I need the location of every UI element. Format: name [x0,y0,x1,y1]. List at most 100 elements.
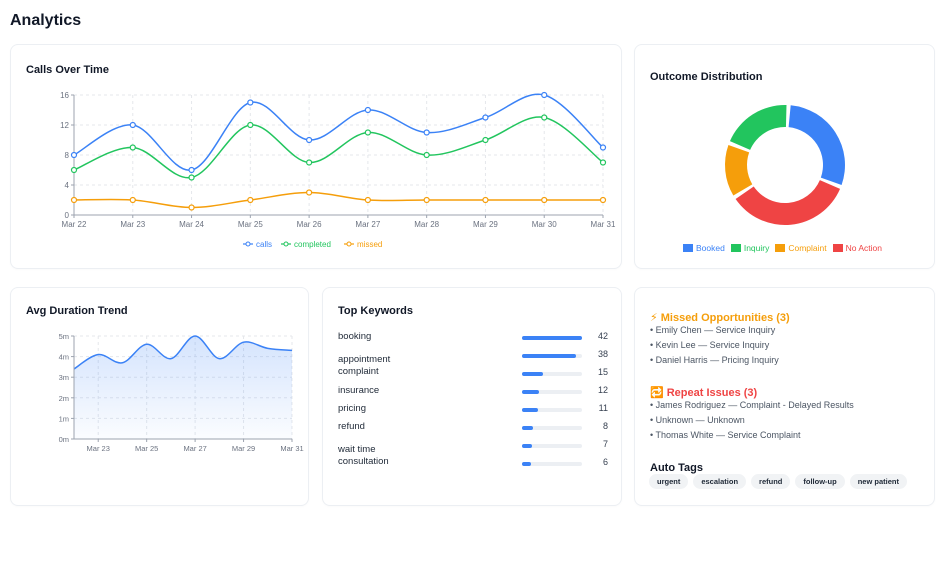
lightning-icon: ⚡ [650,312,658,324]
duration-chart-title: Avg Duration Trend [26,305,128,317]
legend-item-booked[interactable]: Booked [682,243,725,253]
data-point-missed [482,196,489,204]
keyword-row: 8 [338,421,608,439]
list-item: • Daniel Harris — Pricing Inquiry [650,355,779,365]
keyword-label: refund [338,421,365,432]
tag-chip[interactable]: new patient [849,474,907,489]
y-tick-label: 8 [65,151,70,160]
outcome-distribution-card: Outcome Distribution Booked Inquiry Compla… [634,44,935,269]
legend-label: calls [256,240,272,249]
top-keywords-card: Top Keywords booking 42 appointment 38 compl… [322,287,622,506]
repeat-issues-title: Repeat Issues (3) [666,387,758,399]
data-point-missed [423,196,430,204]
tag-chip[interactable]: escalation [693,474,747,489]
keyword-count: 38 [597,349,608,359]
area-line [73,335,293,370]
data-point-calls [188,166,195,174]
keyword-bar-track [522,336,582,340]
series-line-completed [73,116,604,179]
keyword-label: pricing [338,403,366,414]
legend-swatch [730,244,741,252]
legend-item-calls: calls [243,240,272,249]
outcome-legend: Booked Inquiry Complaint No Action [635,239,936,257]
x-tick-label: Mar 29 [473,220,498,229]
keyword-label: consultation [338,456,389,467]
tag-chip[interactable]: follow-up [795,474,845,489]
y-tick-label: 16 [60,91,69,100]
series-line-missed [73,191,603,209]
keyword-label: insurance [338,385,380,396]
data-point-calls [423,129,430,136]
outcome-chart-title: Outcome Distribution [650,71,763,83]
keyword-bar [522,354,577,358]
y-tick-label: 0m [59,435,69,444]
keyword-bar-track [522,426,582,430]
slice-inquiry [729,105,787,150]
keyword-bar-track [522,390,582,394]
data-point-calls [599,144,607,151]
data-point-completed [188,174,195,181]
legend-item-no-action[interactable]: No Action [832,243,883,253]
keyword-label: wait time [338,444,376,455]
legend-item-inquiry[interactable]: Inquiry [730,243,770,253]
legend-label: Inquiry [743,243,770,253]
x-tick-label: Mar 27 [183,444,206,453]
list-item: • Thomas White — Service Complaint [650,430,801,440]
data-point-completed [129,144,136,151]
calls-over-time-card: Calls Over Time 0 4 8 12 16 Mar 22 Mar 23 Mar 2… [10,44,622,269]
area-fill [74,336,292,439]
data-point-completed [541,114,548,121]
legend-swatch [682,244,693,252]
list-item: • Emily Chen — Service Inquiry [650,325,776,335]
data-point-missed [70,196,78,204]
data-point-missed [306,189,313,196]
page-title: Analytics [10,12,82,29]
tag-chip[interactable]: refund [751,474,791,489]
keyword-label: appointment [338,354,391,365]
repeat-icon: 🔁 [650,387,664,399]
x-tick-label: Mar 29 [232,444,255,453]
keyword-bar [522,444,532,448]
legend-item-complaint[interactable]: Complaint [775,243,827,253]
data-point-missed [599,196,607,204]
keyword-bar-track [522,354,582,358]
data-point-completed [599,159,607,166]
legend-marker [346,241,352,247]
calls-line-chart: 0 4 8 12 16 Mar 22 Mar 23 Mar 24 Mar 25 Mar 26 Mar… [60,91,616,249]
repeat-issues-heading: 🔁 Repeat Issues (3) [650,386,757,399]
data-point-calls [70,151,78,159]
keyword-row: 42 [338,331,608,349]
data-point-calls [306,136,313,144]
list-item: • James Rodriguez — Complaint - Delayed … [650,400,854,410]
duration-area-chart: 0m 1m 2m 3m 4m 5m Mar 23 Mar 25 Mar 27 Mar 29 Mar … [59,332,304,453]
legend-item-missed: missed [344,240,382,249]
data-point-completed [364,129,371,136]
x-tick-label: Mar 28 [414,220,439,229]
data-point-missed [541,196,548,204]
data-point-calls [541,91,548,99]
data-point-calls [247,99,254,106]
data-point-missed [364,196,371,204]
tag-chip[interactable]: urgent [649,474,689,489]
keyword-row: 7 [338,439,608,457]
keyword-bar-track [522,444,582,448]
slice-complaint [725,145,753,196]
y-tick-label: 3m [59,373,69,382]
legend-label: No Action [845,243,883,253]
legend-swatch [832,244,843,252]
keyword-bar [522,390,540,394]
x-tick-label: Mar 23 [87,444,110,453]
x-tick-label: Mar 31 [280,444,303,453]
keyword-bar [522,426,534,430]
keyword-count: 6 [602,457,608,467]
keyword-row: 6 [338,457,608,475]
keyword-count: 15 [597,367,608,377]
series-line-calls [73,93,604,171]
keyword-bar-track [522,372,582,376]
data-point-missed [247,196,254,204]
x-tick-label: Mar 22 [62,220,87,229]
keyword-row: 15 [338,367,608,385]
keyword-count: 12 [597,385,608,395]
insights-card: ⚡ Missed Opportunities (3) • Emily Chen —… [634,287,935,506]
x-tick-label: Mar 30 [532,220,557,229]
